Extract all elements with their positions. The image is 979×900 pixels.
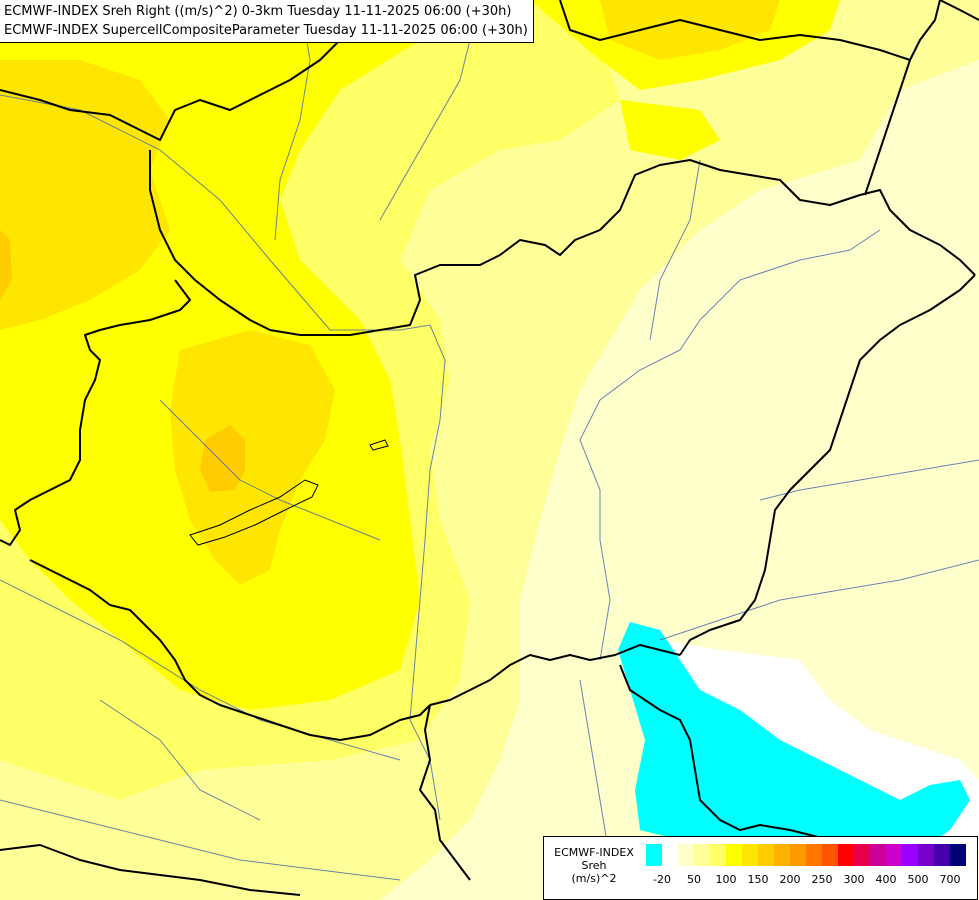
field-gold-center [170,330,335,585]
legend-title-block: ECMWF-INDEX Sreh (m/s)^2 [546,846,642,885]
legend-swatches [646,844,966,866]
field-gold-west [0,60,170,330]
border-hungary-serbia [429,644,681,706]
legend-swatch [646,844,662,866]
legend-swatch [870,844,886,866]
legend-swatch [678,844,694,866]
border-hungary-romania [679,274,976,656]
border-ukraine-slovakia [864,59,911,196]
legend-tick-label: 700 [939,873,961,886]
river-north-3 [649,159,701,341]
river-south [579,679,611,861]
river-danube [0,94,446,821]
legend-swatch [822,844,838,866]
legend-tick-labels: -20 50 100 150 200 250 300 400 500 700 [646,873,976,889]
legend-model-name: ECMWF-INDEX [554,846,634,859]
color-legend: ECMWF-INDEX Sreh (m/s)^2 -20 50 100 150 200 2… [543,836,978,900]
legend-tick-label: 250 [811,873,833,886]
legend-swatch [694,844,710,866]
legend-tick-label: -20 [653,873,671,886]
legend-swatch [662,844,678,866]
field-yellow-north-2 [620,100,720,160]
legend-swatch [758,844,774,866]
river-tisza [579,229,881,661]
field-gold-north [600,0,780,60]
river-mures [659,559,979,641]
field-orange-west [0,230,12,300]
map-title-line-2: ECMWF-INDEX SupercellCompositeParameter … [4,23,528,38]
legend-tick-label: 50 [687,873,701,886]
map-title-line-1: ECMWF-INDEX Sreh Right ((m/s)^2) 0-3km T… [4,4,512,19]
field-orange-pocket [200,425,245,492]
border-slovakia-hungary [149,150,976,336]
legend-swatch [726,844,742,866]
legend-tick-label: 300 [843,873,865,886]
river-drava [0,579,401,761]
river-sava [0,799,401,881]
legend-swatch [806,844,822,866]
border-serbia-romania [619,664,831,841]
legend-swatch [886,844,902,866]
legend-tick-label: 400 [875,873,897,886]
field-cyan-southeast [618,622,970,880]
lake-balaton [189,479,319,546]
map-title-box: ECMWF-INDEX Sreh Right ((m/s)^2) 0-3km T… [0,0,534,43]
legend-tick-label: 500 [907,873,929,886]
legend-unit: (m/s)^2 [571,872,617,885]
legend-swatch [710,844,726,866]
legend-swatch [934,844,950,866]
border-east-ukraine [939,0,979,21]
legend-tick-label: 100 [715,873,737,886]
legend-swatch [918,844,934,866]
border-austria-hungary [0,279,191,546]
legend-parameter: Sreh [581,859,607,872]
legend-swatch [774,844,790,866]
legend-swatch [854,844,870,866]
border-north-austria-czech [0,0,371,141]
legend-tick-label: 200 [779,873,801,886]
legend-tick-label: 150 [747,873,769,886]
border-croatia-hungary [29,559,431,741]
legend-swatch [790,844,806,866]
legend-swatch [950,844,966,866]
border-croatia-serbia [419,704,471,881]
legend-swatch [742,844,758,866]
river-raba [159,399,381,541]
border-north-poland [559,0,941,61]
legend-swatch [902,844,918,866]
lake-small [369,439,389,451]
border-southwest [0,844,301,896]
legend-swatch [838,844,854,866]
river-southwest [99,699,261,821]
